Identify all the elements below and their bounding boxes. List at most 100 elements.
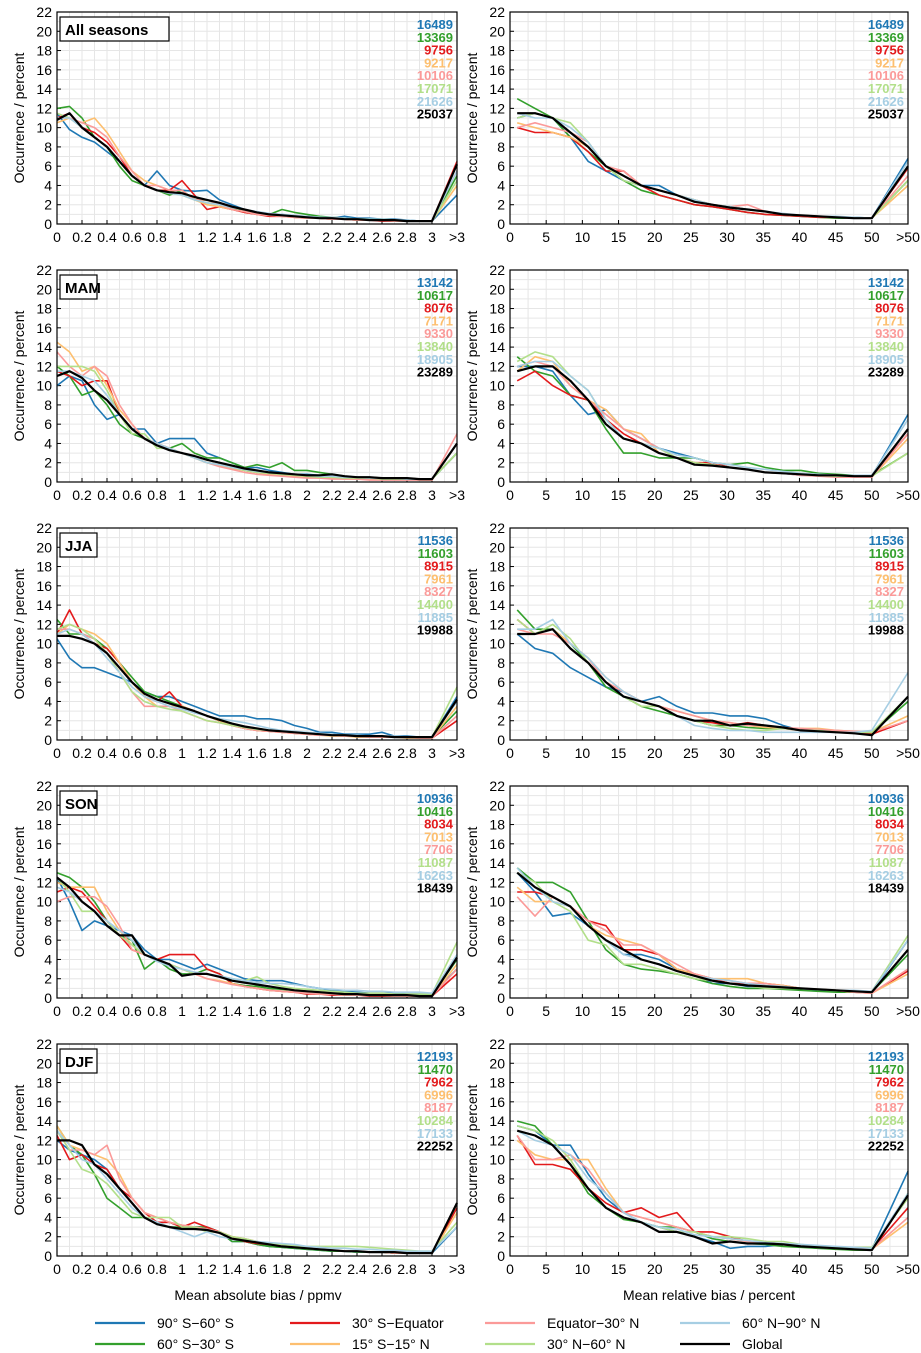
y-tick-label: 4 [44, 177, 52, 193]
sample-count: 8076 [424, 301, 453, 316]
x-tick-label: 0 [506, 229, 514, 245]
x-tick-label: 20 [647, 745, 663, 761]
sample-count: 10936 [417, 791, 453, 806]
y-axis-title: Occurrence / percent [464, 1085, 480, 1216]
sample-count: 16489 [417, 17, 453, 32]
legend-label: 30° N−60° N [547, 1336, 626, 1352]
x-tick-label: 2.4 [347, 1261, 367, 1277]
x-tick-label: 1.2 [197, 229, 217, 245]
y-tick-label: 18 [36, 1075, 52, 1091]
sample-count: 7013 [875, 829, 904, 844]
x-axis-title-absolute: Mean absolute bias / ppmv [174, 1287, 341, 1303]
y-tick-label: 2 [497, 1229, 505, 1245]
x-tick-label: 10 [575, 1261, 591, 1277]
x-tick-label: 1.4 [222, 1003, 242, 1019]
series-line [516, 618, 909, 736]
sample-count: 9756 [875, 43, 904, 58]
y-tick-label: 2 [44, 1229, 52, 1245]
x-tick-label: 15 [611, 1003, 627, 1019]
season-box [59, 1048, 98, 1074]
x-tick-label: >50 [896, 487, 920, 503]
series-line [516, 365, 909, 478]
x-tick-label: 0 [53, 1261, 61, 1277]
legend-label: 90° S−60° S [157, 1315, 234, 1331]
grid [510, 786, 908, 998]
sample-count: 8034 [875, 817, 905, 832]
x-tick-label: 1.6 [247, 1261, 267, 1277]
y-tick-label: 16 [36, 62, 52, 78]
x-tick-label: 1 [178, 487, 186, 503]
season-box [59, 532, 98, 558]
sample-count: 11536 [869, 533, 904, 548]
y-tick-label: 6 [44, 158, 52, 174]
x-tick-label: 0.2 [72, 745, 92, 761]
x-tick-label: 1.6 [247, 745, 267, 761]
grid [57, 786, 457, 998]
series-line [516, 1139, 909, 1251]
y-tick-label: 0 [497, 1248, 505, 1264]
sample-count: 9330 [875, 326, 904, 341]
x-tick-label: 0.4 [97, 1003, 117, 1019]
sample-count: 18439 [868, 881, 904, 896]
x-tick-label: 0.6 [122, 745, 142, 761]
y-tick-label: 22 [36, 4, 52, 20]
x-tick-label: 0 [506, 745, 514, 761]
sample-count: 11885 [869, 610, 904, 625]
x-tick-label: 20 [647, 1261, 663, 1277]
y-tick-label: 4 [497, 1209, 505, 1225]
season-label: MAM [65, 280, 101, 297]
x-tick-label: 2 [303, 1003, 311, 1019]
series-line [56, 876, 458, 995]
y-tick-label: 0 [44, 474, 52, 490]
x-tick-label: 2.8 [397, 487, 417, 503]
sample-count: 18439 [417, 881, 453, 896]
y-tick-label: 0 [44, 1248, 52, 1264]
series-line [516, 867, 909, 993]
y-tick-label: 12 [36, 358, 52, 374]
x-tick-label: 3 [428, 487, 436, 503]
y-tick-label: 20 [489, 23, 505, 39]
x-tick-label: 25 [683, 229, 699, 245]
y-tick-label: 6 [44, 416, 52, 432]
y-tick-label: 4 [44, 693, 52, 709]
y-tick-label: 2 [497, 971, 505, 987]
sample-count: 7961 [424, 571, 453, 586]
y-tick-label: 6 [497, 674, 505, 690]
y-tick-label: 18 [36, 817, 52, 833]
sample-count: 9217 [875, 55, 904, 70]
sample-count: 10106 [417, 68, 453, 83]
y-tick-label: 20 [489, 539, 505, 555]
x-tick-label: 0 [53, 745, 61, 761]
y-tick-label: 20 [36, 539, 52, 555]
y-tick-label: 20 [36, 23, 52, 39]
sample-count: 8034 [424, 817, 454, 832]
x-tick-label: 2.6 [372, 487, 392, 503]
x-tick-label: 20 [647, 1003, 663, 1019]
y-tick-label: 10 [489, 120, 505, 136]
sample-count: 7171 [875, 313, 904, 328]
y-tick-label: 16 [36, 578, 52, 594]
sample-count: 11536 [418, 533, 453, 548]
y-tick-label: 14 [36, 597, 52, 613]
x-tick-label: 0.4 [97, 1261, 117, 1277]
sample-count: 7962 [875, 1075, 904, 1090]
sample-count: 18905 [868, 352, 904, 367]
y-tick-label: 8 [44, 397, 52, 413]
y-axis-title: Occurrence / percent [11, 827, 27, 958]
plot-frame [56, 527, 458, 741]
x-tick-label: 1.2 [197, 745, 217, 761]
x-tick-label: 45 [828, 1261, 844, 1277]
x-tick-label: 1.6 [247, 1003, 267, 1019]
x-tick-label: >3 [449, 487, 465, 503]
sample-count: 10106 [868, 68, 904, 83]
y-tick-label: 22 [36, 520, 52, 536]
sample-count: 16263 [868, 868, 904, 883]
y-tick-label: 18 [489, 817, 505, 833]
y-tick-label: 12 [36, 874, 52, 890]
x-tick-label: 35 [755, 1261, 771, 1277]
series-line [516, 1125, 909, 1249]
